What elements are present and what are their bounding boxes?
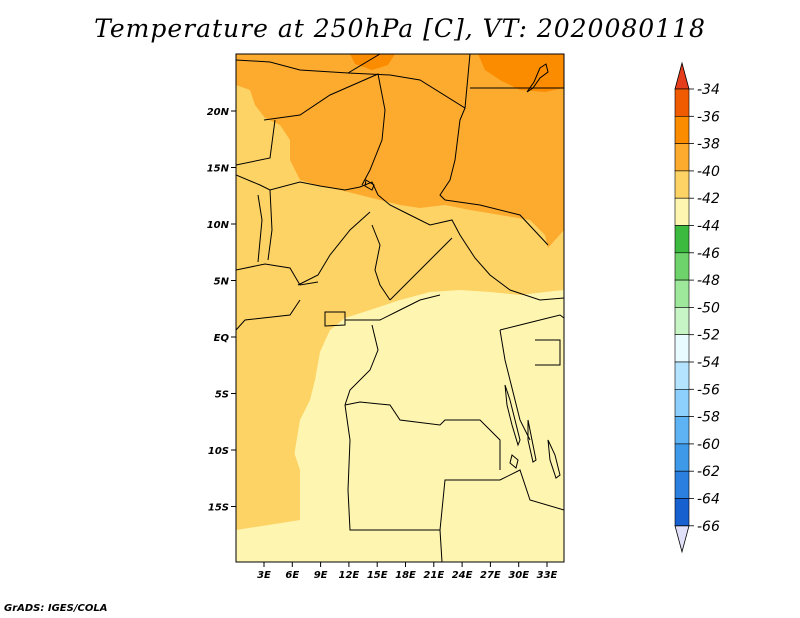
colorbar-swatch	[674, 498, 690, 527]
colorbar-swatch	[674, 388, 690, 417]
colorbar-label: -54	[697, 355, 720, 371]
x-tick-label: 6E	[285, 570, 299, 581]
colorbar-label: -62	[697, 464, 720, 480]
colorbar-swatch	[674, 470, 690, 499]
colorbar-top-arrow	[674, 61, 690, 90]
colorbar-label: -50	[697, 300, 720, 316]
colorbar-label: -46	[697, 246, 720, 262]
plot-frame	[235, 53, 565, 563]
colorbar-label: -64	[697, 492, 720, 508]
x-tick-label: 33E	[537, 570, 558, 581]
colorbar-label: -42	[697, 191, 720, 207]
x-tick-label: 9E	[314, 570, 328, 581]
colorbar-label: -38	[697, 137, 720, 153]
colorbar-swatch	[674, 307, 690, 335]
footer-credit: GrADS: IGES/COLA	[4, 603, 108, 614]
x-tick-label: 21E	[423, 570, 444, 581]
x-tick-label: 30E	[508, 570, 529, 581]
y-tick-label: 15S	[208, 503, 229, 514]
colorbar-swatch	[674, 197, 690, 226]
y-tick-label: EQ	[214, 333, 230, 344]
colorbar-swatch	[674, 334, 690, 363]
band-minus-40-south	[236, 430, 300, 530]
colorbar-label: -66	[697, 519, 720, 535]
colorbar-swatch	[674, 416, 690, 445]
colorbar-swatch	[674, 279, 690, 308]
colorbar-label: -44	[697, 219, 720, 235]
colorbar-swatch	[674, 116, 690, 144]
colorbar-label: -60	[697, 437, 720, 453]
y-axis: 20N 15N 10N 5N EQ 5S 10S 15S	[207, 107, 236, 514]
colorbar-label: -48	[697, 273, 720, 289]
band-minus-36	[478, 54, 564, 92]
colorbar-swatch	[674, 88, 690, 117]
colorbar-swatch	[674, 143, 690, 172]
colorbar-label: -36	[697, 109, 720, 125]
band-minus-36-west	[350, 54, 395, 70]
colorbar-label: -56	[697, 382, 720, 398]
y-tick-label: 10S	[208, 446, 229, 457]
x-axis: 3E 6E 9E 12E 15E 18E 21E 24E 27E 30E 33E	[257, 562, 558, 581]
colorbar-label: -58	[697, 410, 720, 426]
x-tick-label: 12E	[339, 570, 360, 581]
y-tick-label: 5S	[215, 390, 229, 401]
lakes	[364, 63, 561, 479]
colorbar-swatch	[674, 443, 690, 472]
y-tick-label: 20N	[207, 107, 230, 118]
country-borders	[236, 54, 564, 562]
x-tick-label: 24E	[452, 570, 473, 581]
colorbar-label: -52	[697, 328, 720, 344]
colorbar-swatch	[674, 361, 690, 390]
colorbar: -34 -36 -38 -40 -42 -44 -46 -48 -50 -52 -54 -56 -58 -…	[674, 61, 720, 554]
temperature-field	[236, 54, 564, 562]
colorbar-bottom-arrow	[674, 525, 690, 554]
map-title: Temperature at 250hPa [C], VT: 202008011…	[94, 14, 706, 43]
y-tick-label: 5N	[214, 277, 230, 288]
y-tick-label: 15N	[207, 164, 230, 175]
colorbar-swatch	[674, 225, 690, 254]
y-tick-label: 10N	[207, 220, 230, 231]
x-tick-label: 18E	[395, 570, 416, 581]
x-tick-label: 15E	[367, 570, 388, 581]
colorbar-swatch	[674, 252, 690, 281]
x-tick-label: 3E	[257, 570, 271, 581]
x-tick-label: 27E	[480, 570, 501, 581]
colorbar-label: -34	[697, 82, 720, 98]
colorbar-label: -40	[697, 164, 720, 180]
colorbar-swatch	[674, 170, 690, 199]
